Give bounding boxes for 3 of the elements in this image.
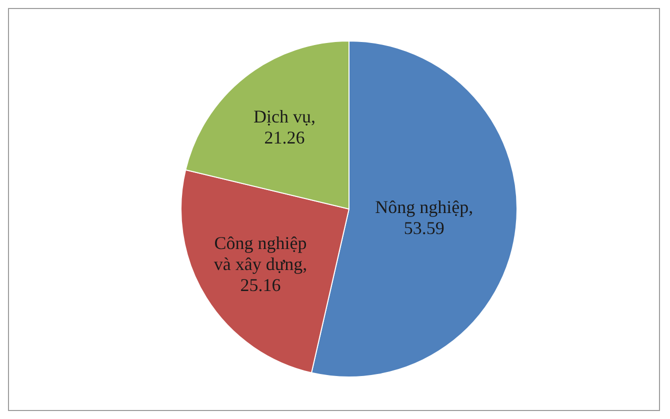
data-label: Dịch vụ, 21.26 <box>253 106 316 148</box>
data-label: Công nghiệp và xây dựng, 25.16 <box>214 232 308 295</box>
data-label: Nông nghiệp, 53.59 <box>375 196 474 238</box>
